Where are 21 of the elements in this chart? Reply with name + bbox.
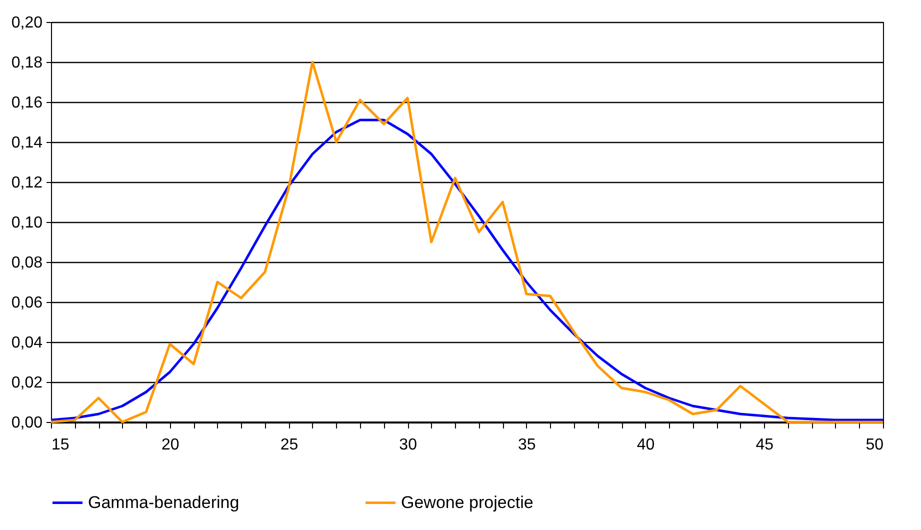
y-tick-label: 0,04 bbox=[11, 334, 43, 352]
y-tick-label: 0,12 bbox=[11, 174, 43, 192]
legend-label: Gamma-benadering bbox=[88, 492, 240, 512]
legend-label: Gewone projectie bbox=[401, 492, 534, 512]
x-tick-label: 30 bbox=[399, 436, 418, 454]
y-tick-label: 0,20 bbox=[11, 14, 43, 32]
x-tick-label: 50 bbox=[866, 436, 884, 454]
x-tick-label: 15 bbox=[52, 436, 70, 454]
x-tick-label: 25 bbox=[280, 436, 298, 454]
y-tick-label: 0,06 bbox=[11, 294, 43, 312]
y-tick-label: 0,10 bbox=[11, 214, 43, 232]
y-tick-label: 0,02 bbox=[11, 374, 43, 392]
y-tick-label: 0,08 bbox=[11, 254, 43, 272]
y-tick-label: 0,18 bbox=[11, 54, 43, 72]
x-tick-label: 20 bbox=[161, 436, 180, 454]
x-tick-label: 35 bbox=[518, 436, 536, 454]
y-tick-label: 0,14 bbox=[11, 134, 43, 152]
y-tick-label: 0,00 bbox=[11, 414, 43, 432]
x-tick-label: 45 bbox=[756, 436, 774, 454]
x-tick-label: 40 bbox=[636, 436, 655, 454]
y-tick-label: 0,16 bbox=[11, 94, 43, 112]
